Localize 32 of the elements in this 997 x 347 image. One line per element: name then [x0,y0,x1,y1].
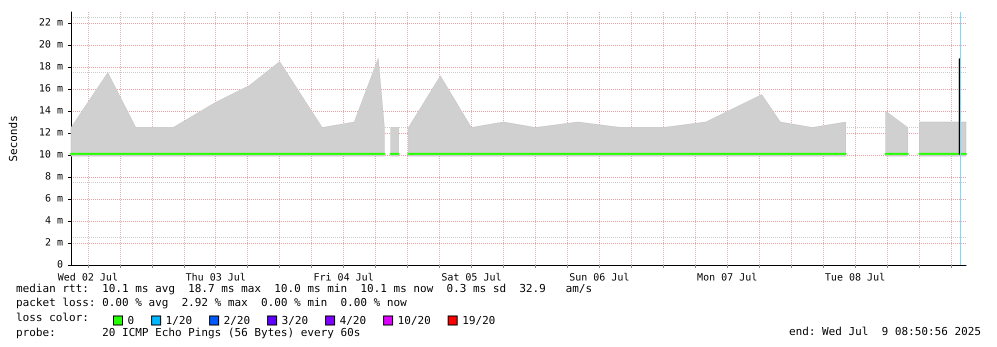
legend-label: 10/20 [398,314,431,327]
x-tick-label: Wed 02 Jul [58,272,118,284]
y-tick-label: 10 m [38,150,63,160]
x-tick-label: Sun 06 Jul [569,272,630,284]
x-tick-label: Thu 03 Jul [186,272,246,284]
legend-title: loss color: [16,311,89,324]
y-tick-label: 0 [56,260,63,270]
y-tick-label: 6 m [44,194,63,204]
y-axis-title: Seconds [7,115,20,162]
y-tick-label: 2 m [44,238,63,248]
x-tick-label: Fri 04 Jul [313,272,374,284]
y-tick-label: 14 m [38,106,63,116]
legend-label: 19/20 [462,314,496,327]
legend-label: 3/20 [282,314,308,327]
x-tick-label: Mon 07 Jul [697,272,758,284]
y-tick-label: 22 m [38,18,63,28]
text: median rtt: 10.1 ms avg 18.7 ms max 10.0 ms min 10.1 ms now 0.3 ms sd 32.9 am/s [16,282,592,295]
x-tick-label: Sat 05 Jul [441,272,502,284]
legend-label: 4/20 [340,314,366,327]
y-tick-label: 8 m [44,172,63,182]
text: end: Wed Jul 9 08:50:56 2025 [788,325,982,338]
legend-label: 2/20 [224,314,250,327]
text: packet loss: 0.00 % avg 2.92 % max 0.00 % min 0.00 % now [16,296,408,309]
y-tick-label: 12 m [38,128,63,138]
legend-label: 0 [128,314,134,327]
text: probe: 20 ICMP Echo Pings (56 Bytes) every 60s [16,326,360,339]
x-tick-label: Tue 08 Jul [824,272,886,284]
y-tick-label: 18 m [38,62,63,72]
y-tick-label: 20 m [38,40,63,50]
legend-label: 1/20 [166,314,192,327]
y-tick-label: 16 m [38,84,63,94]
y-tick-label: 4 m [44,216,63,226]
